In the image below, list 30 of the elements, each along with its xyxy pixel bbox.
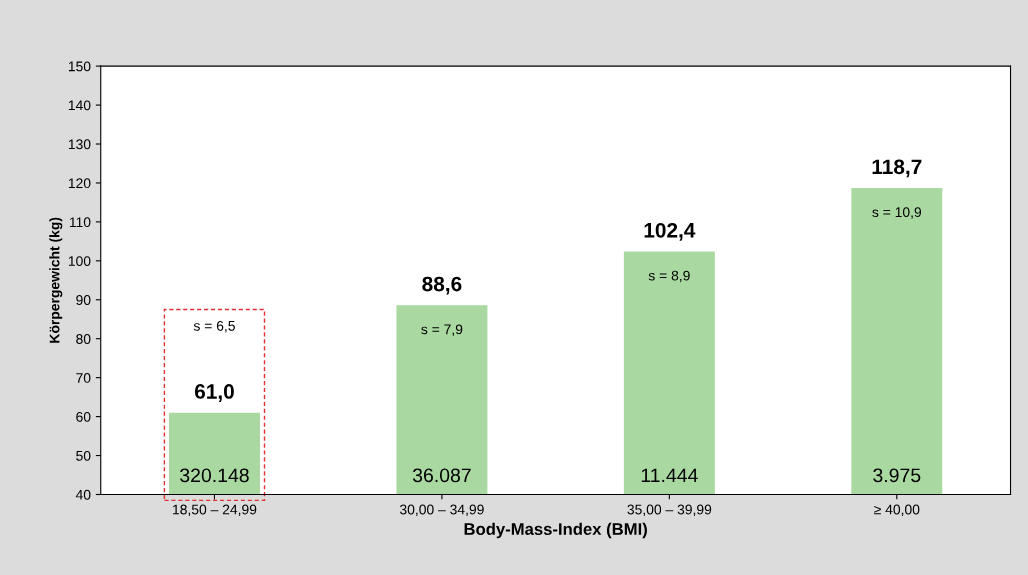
y-tick-label: 70 bbox=[76, 373, 91, 383]
y-tick-label: 50 bbox=[76, 450, 91, 461]
annotation: s = 7,9 bbox=[421, 324, 463, 336]
y-tick-label: 80 bbox=[76, 334, 91, 344]
annotation: 3.975 bbox=[873, 468, 921, 483]
data-label: 118,7 bbox=[872, 159, 922, 178]
y-tick-label: 120 bbox=[68, 178, 91, 189]
annotation: s = 10,9 bbox=[872, 207, 922, 219]
y-tick-label: 60 bbox=[76, 411, 91, 422]
data-label: 102,4 bbox=[644, 222, 696, 241]
y-tick-label: 90 bbox=[76, 295, 91, 305]
y-tick-label: 40 bbox=[75, 489, 91, 500]
y-tick-label: 110 bbox=[69, 217, 91, 228]
y-tick-label: 150 bbox=[68, 61, 91, 72]
data-label: 61,0 bbox=[194, 384, 234, 402]
y-tick-label: 140 bbox=[68, 100, 91, 111]
annotation: s = 8,9 bbox=[648, 270, 690, 283]
annotation: 36.087 bbox=[412, 468, 471, 483]
x-tick-label: ≥ 40,00 bbox=[874, 504, 920, 517]
y-axis-title: Körpergewicht (kg) bbox=[49, 217, 63, 343]
x-tick-label: 35,00 – 39,99 bbox=[627, 504, 712, 517]
x-tick-label: 18,50 – 24,99 bbox=[173, 504, 257, 517]
annotation: 11.444 bbox=[641, 468, 698, 482]
y-tick-label: 100 bbox=[68, 256, 91, 267]
x-tick-label: 30,00 – 34,99 bbox=[399, 504, 484, 517]
annotation: s = 6,5 bbox=[193, 320, 235, 333]
annotation: 320.148 bbox=[180, 468, 249, 483]
x-axis-title: Body-Mass-Index (BMI) bbox=[464, 522, 647, 539]
data-label: 88,6 bbox=[422, 276, 462, 295]
y-tick-label: 130 bbox=[68, 139, 91, 150]
